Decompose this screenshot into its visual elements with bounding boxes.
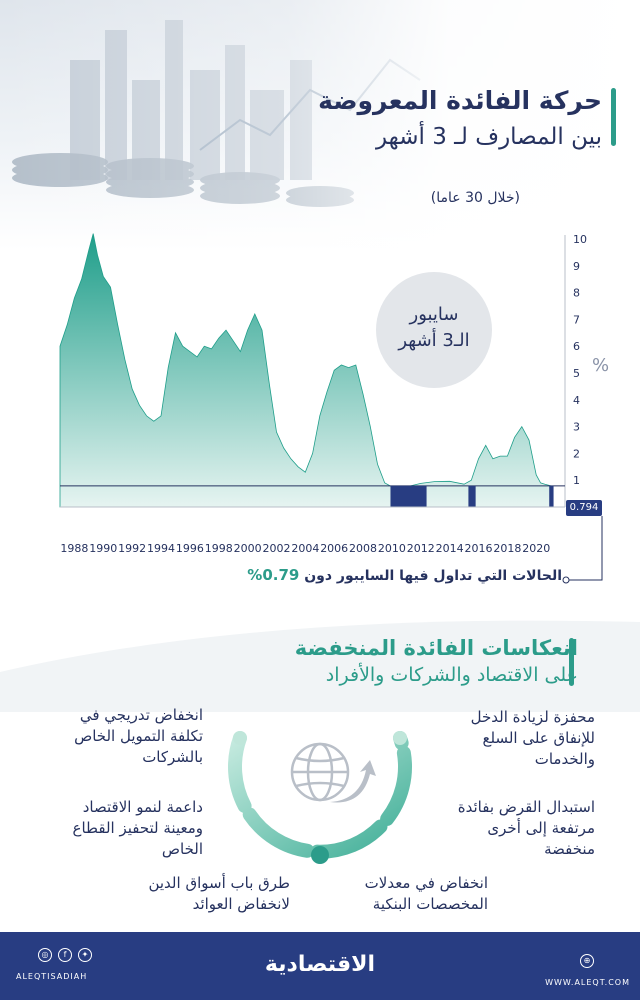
publisher-logo: الاقتصادية xyxy=(264,952,376,977)
x-tick-label-2016: 2016 xyxy=(465,542,493,555)
x-tick-label-2006: 2006 xyxy=(320,542,348,555)
effect-income-spending: محفزة لزيادة الدخل للإنفاق على السلع وال… xyxy=(470,708,595,768)
website-url: WWW.ALEQT.COM xyxy=(545,978,630,987)
section-swoosh xyxy=(0,620,640,712)
callout-connector xyxy=(562,516,603,584)
x-tick-label-2012: 2012 xyxy=(407,542,435,555)
x-tick-label-2010: 2010 xyxy=(378,542,406,555)
legend-value: 0.79% xyxy=(247,566,300,584)
section-title: انعكاسات الفائدة المنخفضة xyxy=(294,636,578,660)
y-tick-label-3: 3 xyxy=(573,421,580,434)
saibor-area-chart: 0123456789101988199019921994199619982000… xyxy=(59,233,587,555)
instagram-icon[interactable]: ◎ xyxy=(38,948,52,962)
saibor-area xyxy=(59,233,552,508)
x-tick-label-2000: 2000 xyxy=(234,542,262,555)
below-threshold-legend: الحالات التي تداول فيها السايبور دون 0.7… xyxy=(247,566,562,584)
facebook-icon[interactable]: f xyxy=(58,948,72,962)
x-tick-label-1994: 1994 xyxy=(147,542,175,555)
below-threshold-block-0 xyxy=(390,485,427,507)
ring-node-bottom xyxy=(311,846,329,864)
globe-icon xyxy=(290,742,350,802)
website-link[interactable]: ⊕ WWW.ALEQT.COM xyxy=(520,948,630,987)
title-accent-bar xyxy=(611,88,616,146)
y-tick-label-7: 7 xyxy=(573,313,580,326)
ring-arc xyxy=(228,731,412,859)
below-threshold-block-2 xyxy=(549,485,554,507)
section-subtitle: على الاقتصاد والشركات والأفراد xyxy=(325,664,578,686)
section-accent-bar xyxy=(569,638,574,686)
x-tick-label-1998: 1998 xyxy=(205,542,233,555)
y-axis-unit: % xyxy=(592,355,610,376)
ring-node-top-right xyxy=(393,731,407,745)
y-tick-label-1: 1 xyxy=(573,474,580,487)
effect-bank-provisions: انخفاض في معدلات المخصصات البنكية xyxy=(364,874,488,913)
x-tick-label-2014: 2014 xyxy=(436,542,464,555)
y-tick-label-10: 10 xyxy=(573,233,587,246)
footer-bar xyxy=(0,932,640,1000)
x-tick-label-1996: 1996 xyxy=(176,542,204,555)
x-tick-label-1990: 1990 xyxy=(89,542,117,555)
y-tick-label-8: 8 xyxy=(573,287,580,300)
chart-period: (خلال 30 عاما) xyxy=(430,190,520,206)
x-tick-label-2004: 2004 xyxy=(291,542,319,555)
globe-ring-graphic xyxy=(228,731,412,864)
y-tick-label-6: 6 xyxy=(573,340,580,353)
growth-arrow-icon xyxy=(330,760,376,803)
x-tick-label-2002: 2002 xyxy=(262,542,290,555)
legend-text: الحالات التي تداول فيها السايبور دون xyxy=(304,568,562,584)
x-tick-label-2018: 2018 xyxy=(493,542,521,555)
y-tick-label-5: 5 xyxy=(573,367,580,380)
current-value-badge: 0.794 xyxy=(566,500,602,516)
hero-background xyxy=(0,0,640,250)
social-handle: ALEQTISADIAH xyxy=(16,972,88,981)
effect-debt-markets: طرق باب أسواق الدين لانخفاض العوائد xyxy=(148,874,290,913)
twitter-icon[interactable]: ✦ xyxy=(78,948,92,962)
effect-loan-refinancing: استبدال القرض بفائدة مرتفعة إلى أخرى منخ… xyxy=(457,798,595,858)
social-links: ◎ f ✦ ALEQTISADIAH xyxy=(16,948,126,981)
ring-node-top-left xyxy=(233,731,247,745)
page-subtitle: بين المصارف لـ 3 أشهر xyxy=(375,124,602,150)
series-label-bubble: سايبور الـ3 أشهر xyxy=(376,272,492,388)
y-tick-label-9: 9 xyxy=(573,260,580,273)
x-tick-label-1988: 1988 xyxy=(60,542,88,555)
series-label-period: الـ3 أشهر xyxy=(398,330,470,351)
effect-corporate-financing: انخفاض تدريجي في تكلفة التمويل الخاص بال… xyxy=(74,706,203,766)
x-tick-label-2020: 2020 xyxy=(522,542,550,555)
web-icon: ⊕ xyxy=(580,954,594,968)
below-threshold-block-1 xyxy=(468,485,476,507)
x-tick-label-1992: 1992 xyxy=(118,542,146,555)
series-label: سايبور xyxy=(409,304,459,325)
page-title: حركة الفائدة المعروضة xyxy=(318,86,602,115)
x-tick-label-2008: 2008 xyxy=(349,542,377,555)
effect-economic-growth: داعمة لنمو الاقتصاد ومعينة لتحفيز القطاع… xyxy=(72,798,203,858)
y-tick-label-4: 4 xyxy=(573,394,580,407)
y-tick-label-2: 2 xyxy=(573,447,580,460)
